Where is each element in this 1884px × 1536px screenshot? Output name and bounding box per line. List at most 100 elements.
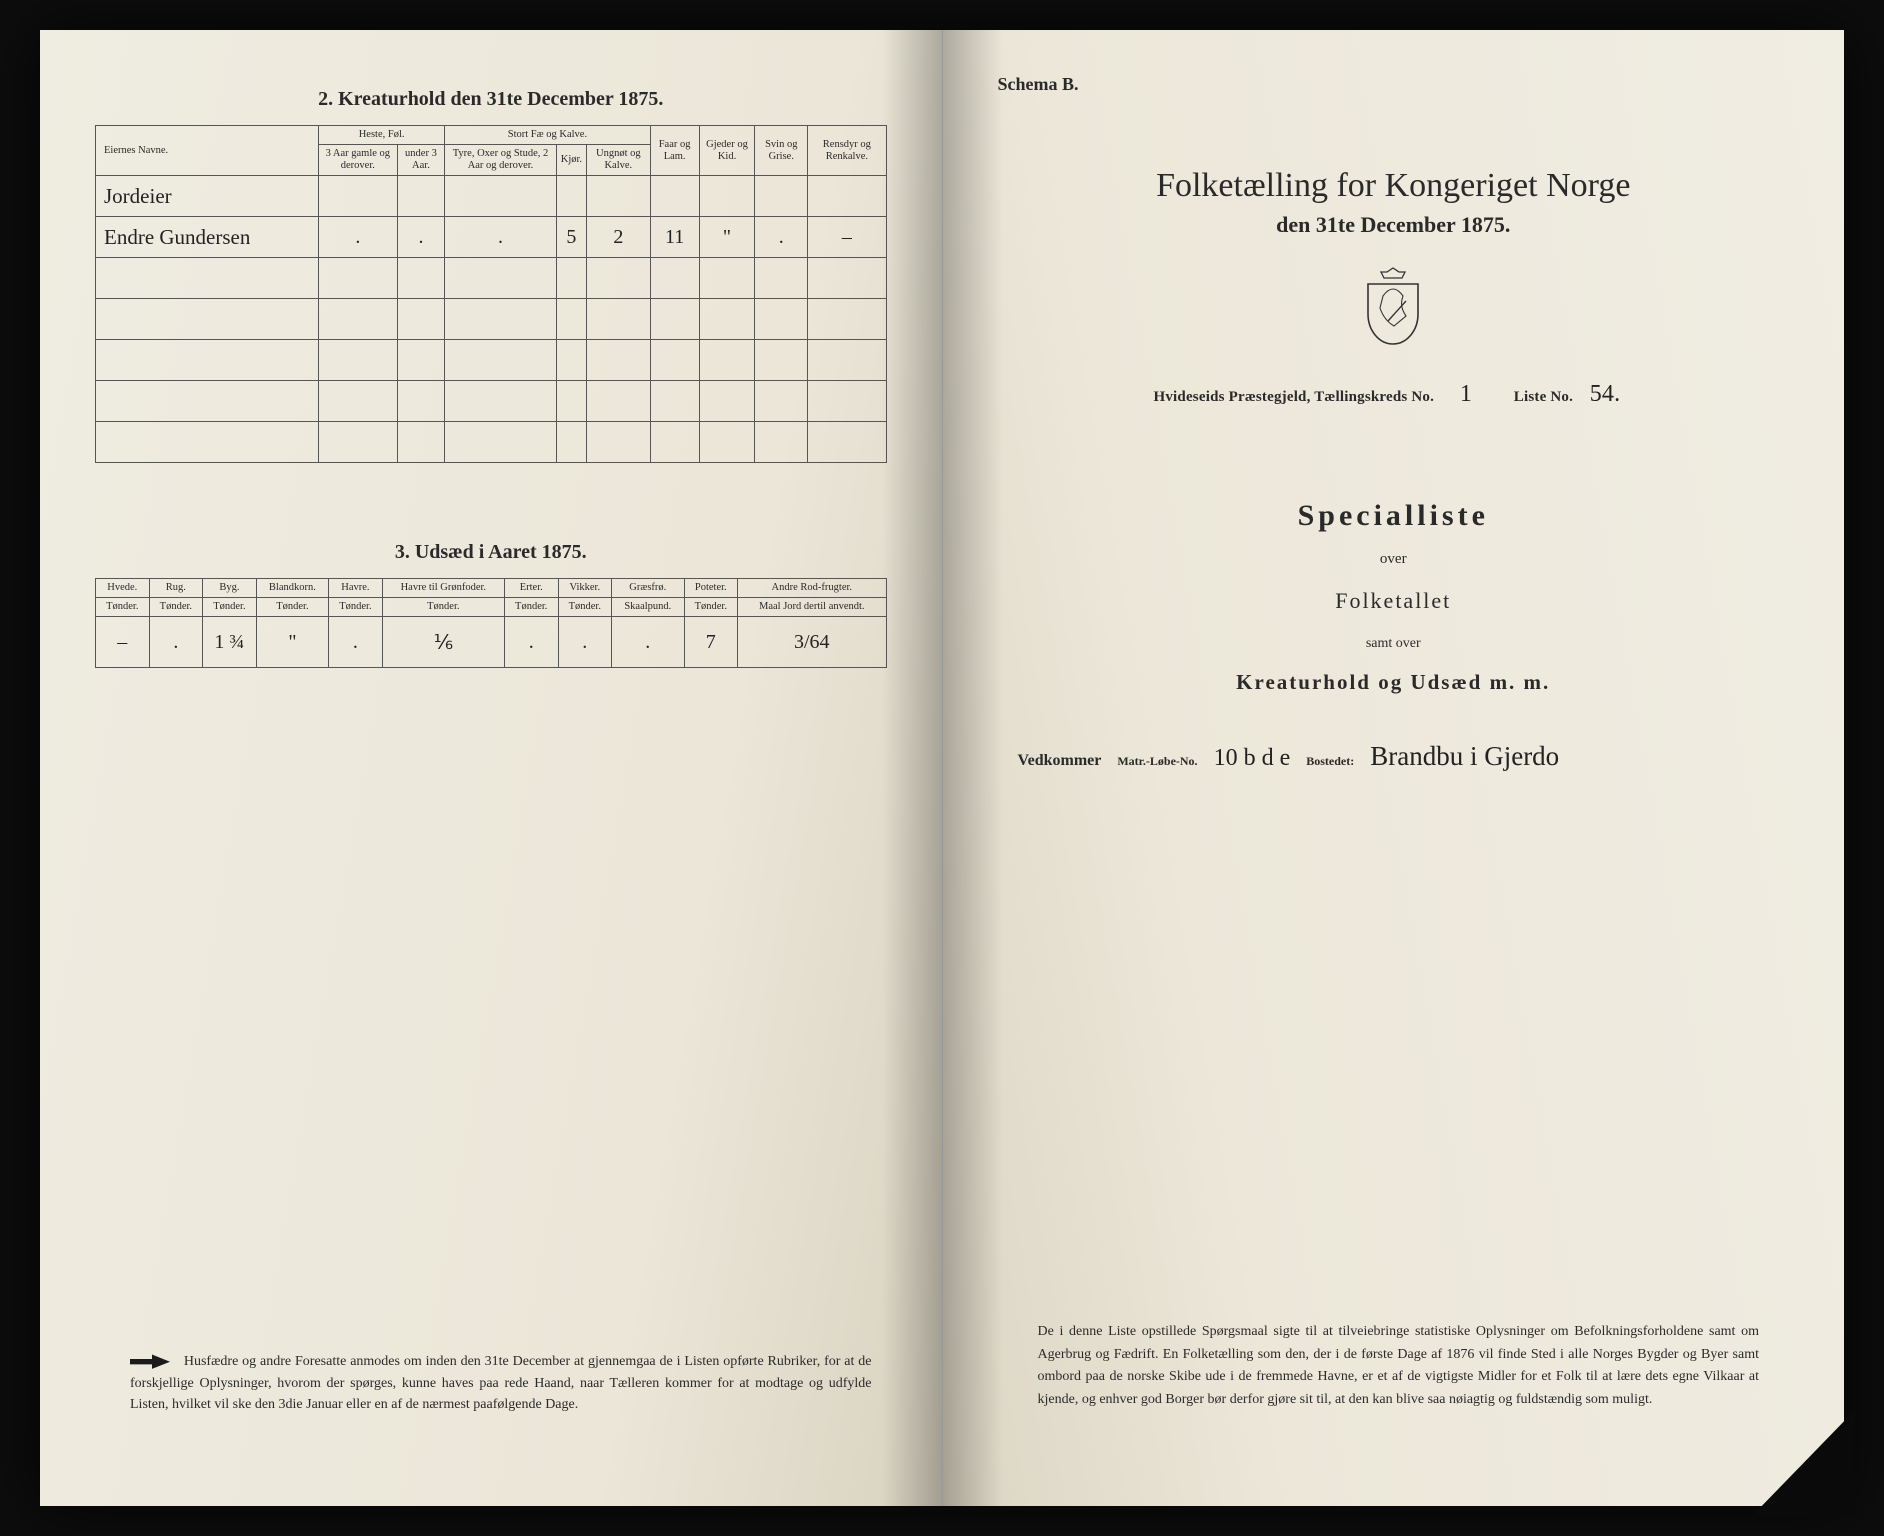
matr-label: Matr.-Løbe-No. [1117, 754, 1197, 768]
seed-cell: . [149, 617, 203, 668]
livestock-cell: 2 [587, 217, 651, 258]
seed-cell: " [256, 617, 328, 668]
seed-col-unit: Maal Jord dertil anvendt. [738, 598, 886, 617]
seed-col-header: Byg. [203, 579, 257, 598]
over-label: over [998, 551, 1790, 568]
census-subtitle: den 31te December 1875. [998, 212, 1790, 238]
archive-viewer: 2. Kreaturhold den 31te December 1875. E… [0, 0, 1884, 1536]
livestock-table: Eiernes Navne. Heste, Føl. Stort Fæ og K… [95, 125, 887, 463]
col-svin: Svin og Grise. [755, 126, 808, 176]
seed-cell: 7 [684, 617, 738, 668]
left-footnote-text: Husfædre og andre Foresatte anmodes om i… [130, 1354, 872, 1412]
vedkommer-label: Vedkommer [1018, 752, 1102, 769]
livestock-cell [556, 176, 586, 217]
seed-col-unit: Skaalpund. [612, 598, 684, 617]
owner-name-cell: Endre Gundersen [96, 217, 319, 258]
livestock-cell [699, 176, 755, 217]
coat-of-arms-icon [1358, 266, 1428, 351]
col-stort-b: Kjør. [556, 145, 586, 176]
livestock-cell [755, 176, 808, 217]
livestock-cell: . [445, 217, 557, 258]
samt-label: samt over [998, 636, 1790, 652]
section3-title: 3. Udsæd i Aaret 1875. [95, 541, 887, 564]
seed-col-header: Andre Rod-frugter. [738, 579, 886, 598]
seed-col-unit: Tønder. [558, 598, 612, 617]
seed-col-unit: Tønder. [329, 598, 383, 617]
seed-col-header: Hvede. [96, 579, 150, 598]
seed-col-header: Rug. [149, 579, 203, 598]
col-faar: Faar og Lam. [650, 126, 699, 176]
livestock-cell: . [397, 217, 445, 258]
col-heste-b: under 3 Aar. [397, 145, 445, 176]
group-heste: Heste, Føl. [319, 126, 445, 145]
seed-cell: . [504, 617, 558, 668]
seed-col-unit: Tønder. [504, 598, 558, 617]
livestock-cell [650, 176, 699, 217]
seed-cell: . [329, 617, 383, 668]
livestock-cell: – [808, 217, 886, 258]
vedkommer-line: Vedkommer Matr.-Løbe-No. 10 b d e Bosted… [998, 741, 1790, 772]
livestock-cell: " [699, 217, 755, 258]
seed-col-unit: Tønder. [149, 598, 203, 617]
seed-col-header: Havre. [329, 579, 383, 598]
seed-cell: . [612, 617, 684, 668]
group-stort: Stort Fæ og Kalve. [445, 126, 650, 145]
seed-col-unit: Tønder. [256, 598, 328, 617]
district-prefix: Hvideseids Præstegjeld, Tællingskreds No… [1153, 389, 1434, 405]
empty-row [96, 381, 887, 422]
district-no: 1 [1438, 381, 1494, 409]
right-footnote: De i denne Liste opstillede Spørgsmaal s… [1038, 1321, 1760, 1411]
section2-title: 2. Kreaturhold den 31te December 1875. [95, 88, 887, 111]
specialliste-title: Specialliste [998, 499, 1790, 533]
seed-cell: ⅙ [382, 617, 504, 668]
seed-col-unit: Tønder. [382, 598, 504, 617]
seed-cell: 3/64 [738, 617, 886, 668]
livestock-cell [445, 176, 557, 217]
district-line: Hvideseids Præstegjeld, Tællingskreds No… [998, 381, 1790, 409]
liste-label: Liste No. [1514, 389, 1573, 405]
seed-data-row: –.1 ¾".⅙...73/64 [96, 617, 887, 668]
seed-cell: . [558, 617, 612, 668]
livestock-cell [587, 176, 651, 217]
col-owner-name: Eiernes Navne. [96, 126, 319, 176]
seed-col-header: Havre til Grønfoder. [382, 579, 504, 598]
left-footnote: Husfædre og andre Foresatte anmodes om i… [130, 1351, 872, 1416]
empty-row [96, 258, 887, 299]
liste-no: 54. [1577, 381, 1633, 409]
schema-label: Schema B. [998, 74, 1790, 95]
matr-value: 10 b d e [1214, 745, 1291, 772]
seed-col-unit: Tønder. [203, 598, 257, 617]
livestock-row: Endre Gundersen...5211".– [96, 217, 887, 258]
seed-col-header: Græsfrø. [612, 579, 684, 598]
seed-col-header: Poteter. [684, 579, 738, 598]
folketallet-label: Folketallet [998, 588, 1790, 614]
empty-row [96, 422, 887, 463]
seed-col-unit: Tønder. [96, 598, 150, 617]
book-spread: 2. Kreaturhold den 31te December 1875. E… [40, 30, 1844, 1506]
seed-col-unit: Tønder. [684, 598, 738, 617]
livestock-cell: . [755, 217, 808, 258]
empty-row [96, 299, 887, 340]
seed-col-header: Vikker. [558, 579, 612, 598]
col-gjeder: Gjeder og Kid. [699, 126, 755, 176]
livestock-cell [319, 176, 398, 217]
right-page: Schema B. Folketælling for Kongeriget No… [943, 30, 1845, 1506]
seed-table: Hvede.Rug.Byg.Blandkorn.Havre.Havre til … [95, 578, 887, 668]
livestock-cell: 5 [556, 217, 586, 258]
seed-col-header: Erter. [504, 579, 558, 598]
seed-cell: – [96, 617, 150, 668]
col-stort-a: Tyre, Oxer og Stude, 2 Aar og derover. [445, 145, 557, 176]
owner-name-cell: Jordeier [96, 176, 319, 217]
kreatur-label: Kreaturhold og Udsæd m. m. [998, 670, 1790, 695]
seed-cell: 1 ¾ [203, 617, 257, 668]
bosted-label: Bostedet: [1306, 754, 1354, 768]
livestock-cell: . [319, 217, 398, 258]
pointing-hand-icon [130, 1353, 170, 1371]
livestock-cell [397, 176, 445, 217]
census-title: Folketælling for Kongeriget Norge [998, 165, 1790, 208]
livestock-cell [808, 176, 886, 217]
col-stort-c: Ungnøt og Kalve. [587, 145, 651, 176]
livestock-cell: 11 [650, 217, 699, 258]
left-page: 2. Kreaturhold den 31te December 1875. E… [40, 30, 943, 1506]
empty-row [96, 340, 887, 381]
